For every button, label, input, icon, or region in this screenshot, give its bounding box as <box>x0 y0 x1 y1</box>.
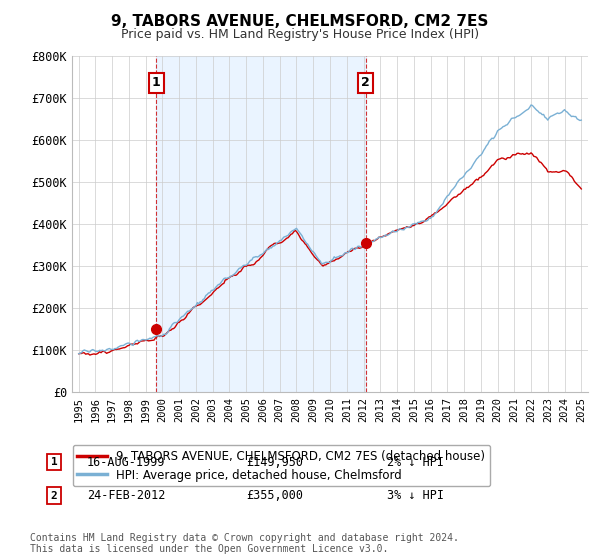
Text: Price paid vs. HM Land Registry's House Price Index (HPI): Price paid vs. HM Land Registry's House … <box>121 28 479 41</box>
Text: 16-AUG-1999: 16-AUG-1999 <box>87 455 166 469</box>
Text: 24-FEB-2012: 24-FEB-2012 <box>87 489 166 502</box>
Bar <box>156 56 365 392</box>
Text: Contains HM Land Registry data © Crown copyright and database right 2024.
This d: Contains HM Land Registry data © Crown c… <box>30 533 459 554</box>
Text: 1: 1 <box>50 457 58 467</box>
Text: £355,000: £355,000 <box>246 489 303 502</box>
Text: 1: 1 <box>152 76 161 90</box>
Legend: 9, TABORS AVENUE, CHELMSFORD, CM2 7ES (detached house), HPI: Average price, deta: 9, TABORS AVENUE, CHELMSFORD, CM2 7ES (d… <box>73 445 490 486</box>
Text: 2: 2 <box>361 76 370 90</box>
Text: 3% ↓ HPI: 3% ↓ HPI <box>387 489 444 502</box>
Text: 2: 2 <box>50 491 58 501</box>
Text: 2% ↓ HPI: 2% ↓ HPI <box>387 455 444 469</box>
Text: 9, TABORS AVENUE, CHELMSFORD, CM2 7ES: 9, TABORS AVENUE, CHELMSFORD, CM2 7ES <box>112 14 488 29</box>
Text: £149,950: £149,950 <box>246 455 303 469</box>
